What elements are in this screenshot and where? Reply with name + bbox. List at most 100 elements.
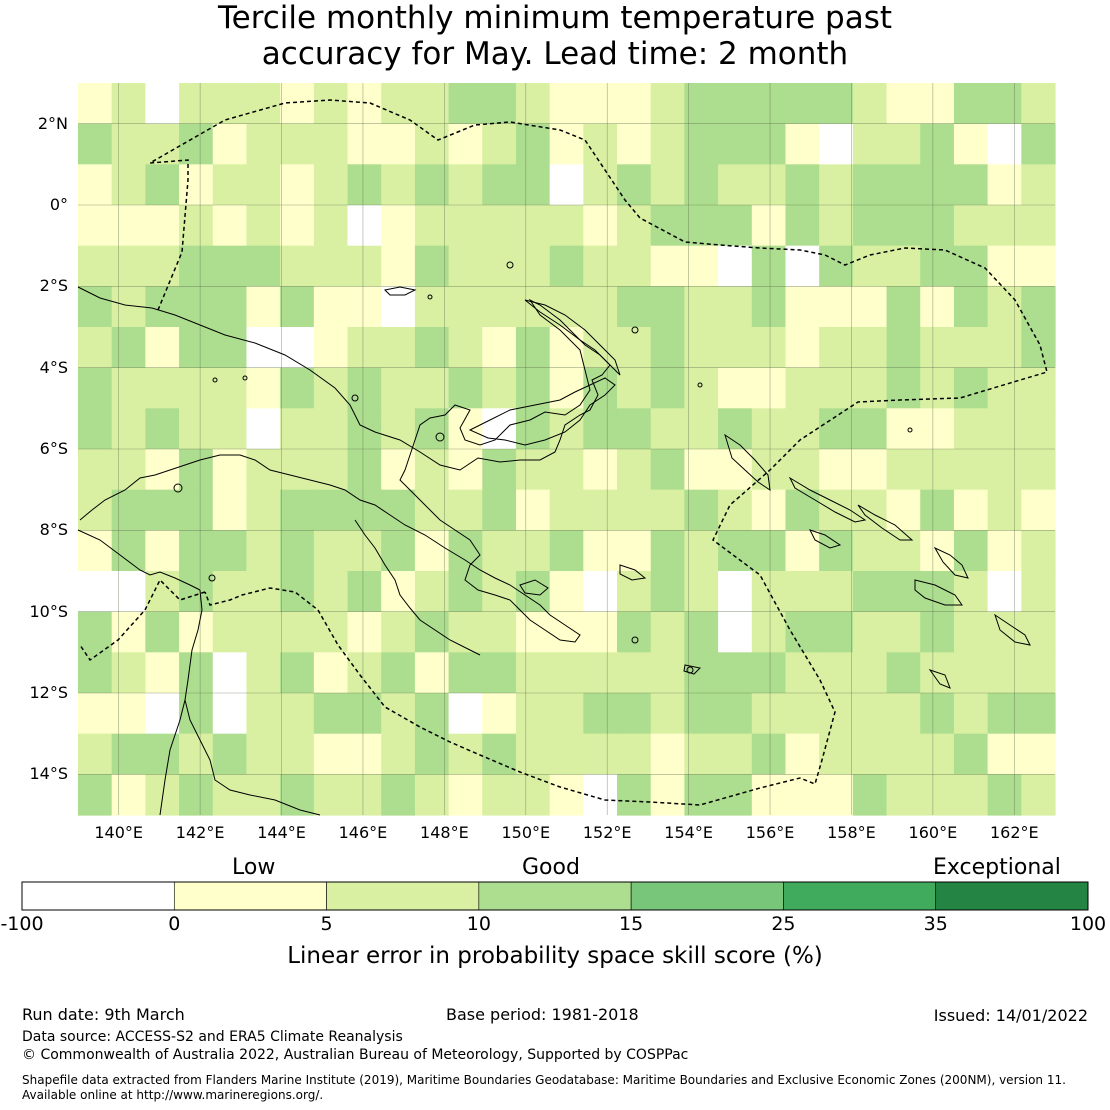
title-line-1: Tercile monthly minimum temperature past [217,0,893,36]
skill-cell [751,83,787,125]
skill-cell [347,693,382,735]
colorbar-axis-label: Linear error in probability space skill … [287,943,823,969]
skill-cell [819,164,854,206]
skill-cell [583,449,618,491]
latitude-label: 2°N [37,113,68,133]
skill-cell [111,733,146,775]
skill-cell [347,286,382,328]
island-dot [212,377,218,383]
skill-cell [78,693,113,735]
skill-cell [549,408,584,450]
skill-cell [852,449,888,491]
skill-cell [549,571,584,613]
longitude-label: 148°E [420,823,469,842]
coastline-new-britain [468,377,616,446]
skill-cell [347,611,382,653]
skill-cell [785,652,820,694]
skill-cell [650,571,686,613]
skill-cell [920,611,955,653]
skill-cell [482,774,517,816]
skill-cell [482,286,517,328]
longitude-label: 146°E [338,823,388,842]
skill-cell [785,83,820,125]
coastline-malaita [933,546,969,579]
skill-cell [414,327,450,369]
skill-cell [515,123,551,165]
skill-cell [1021,286,1056,328]
latitude-label: 6°S [39,439,68,458]
skill-cell [212,367,248,409]
skill-cell [852,611,888,653]
skill-cell [684,408,719,450]
skill-cell [111,245,146,287]
skill-cell [617,489,652,531]
skill-cell [111,123,146,165]
coastline-manus [383,286,417,296]
skill-cell [953,530,989,572]
skill-cell [650,327,686,369]
skill-cell [549,449,584,491]
skill-cell [549,205,584,247]
skill-cell [684,774,719,816]
skill-cell [414,286,450,328]
skill-cell [583,123,618,165]
skill-cell [246,245,281,287]
skill-cell [785,530,820,572]
skill-cell [313,205,349,247]
skill-cell [381,611,416,653]
skill-cell [718,489,753,531]
skill-cell [1021,571,1056,613]
skill-cell [482,733,517,775]
skill-cell [886,164,921,206]
coastline-new-guinea [77,286,611,643]
skill-cell [751,774,787,816]
skill-cell [347,408,382,450]
skill-cell [145,489,180,531]
skill-cell [684,245,719,287]
skill-cell [246,164,281,206]
skill-cell [886,327,921,369]
skill-cell [583,367,618,409]
skill-cell [280,245,315,287]
skill-cell [852,327,888,369]
skill-cell [212,733,248,775]
skill-cell [414,205,450,247]
skill-cell [179,367,214,409]
skill-cell [987,571,1022,613]
skill-cell [852,205,888,247]
skill-cell [212,652,248,694]
skill-cell [684,123,719,165]
skill-cell [718,774,753,816]
skill-cell [179,530,214,572]
skill-cell [852,693,888,735]
skill-cell [482,571,517,613]
skill-cell [313,286,349,328]
skill-cell [684,164,719,206]
skill-cell [111,367,146,409]
skill-cell [482,123,517,165]
skill-cell [852,571,888,613]
skill-cell [650,733,686,775]
skill-cell [987,164,1022,206]
skill-cell [414,611,450,653]
skill-cell [313,489,349,531]
skill-cell [886,652,921,694]
skill-cell [482,449,517,491]
base-period: Base period: 1981-2018 [446,1005,639,1024]
skill-cell [549,123,584,165]
skill-cell [111,408,146,450]
skill-cell [515,367,551,409]
skill-cell [920,733,955,775]
skill-cell [583,245,618,287]
skill-cell [1021,693,1056,735]
skill-cell [819,327,854,369]
coastline-makira [994,613,1031,646]
skill-cell [145,530,180,572]
coastline-new-ireland [524,299,621,376]
skill-cell [246,205,281,247]
copyright: © Commonwealth of Australia 2022, Austra… [22,1047,689,1063]
skill-cell [246,693,281,735]
skill-cell [920,164,955,206]
skill-cell [718,611,753,653]
